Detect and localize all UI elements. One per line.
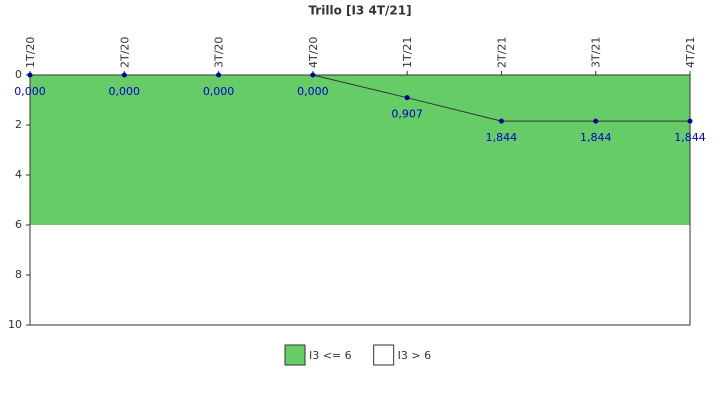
x-tick-label: 3T/20 — [213, 37, 226, 68]
y-tick-label: 8 — [15, 268, 22, 281]
data-label: 0,000 — [297, 85, 329, 98]
data-label: 0,907 — [391, 108, 423, 121]
x-tick-label: 4T/21 — [684, 37, 697, 68]
x-tick-label: 1T/21 — [401, 37, 414, 68]
point — [121, 72, 127, 78]
y-tick-label: 6 — [15, 218, 22, 231]
legend-swatch — [284, 344, 306, 366]
plot-frame — [29, 74, 691, 326]
data-label: 1,844 — [674, 131, 706, 144]
y-tick-label: 4 — [15, 168, 22, 181]
point — [216, 72, 222, 78]
point — [310, 72, 316, 78]
data-label: 1,844 — [486, 131, 518, 144]
x-tick-label: 3T/21 — [590, 37, 603, 68]
point — [404, 95, 410, 101]
x-tick-label: 2T/20 — [118, 37, 131, 68]
y-tick-label: 0 — [15, 68, 22, 81]
x-tick-label: 1T/20 — [24, 37, 37, 68]
band — [30, 225, 690, 325]
data-label: 0,000 — [14, 85, 46, 98]
data-label: 1,844 — [580, 131, 612, 144]
x-tick-label: 4T/20 — [307, 37, 320, 68]
chart-title: Trillo [I3 4T/21] — [308, 4, 411, 18]
point — [593, 118, 599, 124]
point — [498, 118, 504, 124]
y-tick-label: 10 — [8, 318, 22, 331]
x-tick-label: 2T/21 — [495, 37, 508, 68]
point — [27, 72, 33, 78]
y-tick-label: 2 — [15, 118, 22, 131]
point — [687, 118, 693, 124]
data-label: 0,000 — [109, 85, 141, 98]
legend-swatch — [373, 344, 395, 366]
legend-label: I3 > 6 — [398, 349, 431, 362]
legend-label: I3 <= 6 — [309, 349, 352, 362]
band — [30, 75, 690, 225]
data-label: 0,000 — [203, 85, 235, 98]
line — [30, 74, 690, 122]
